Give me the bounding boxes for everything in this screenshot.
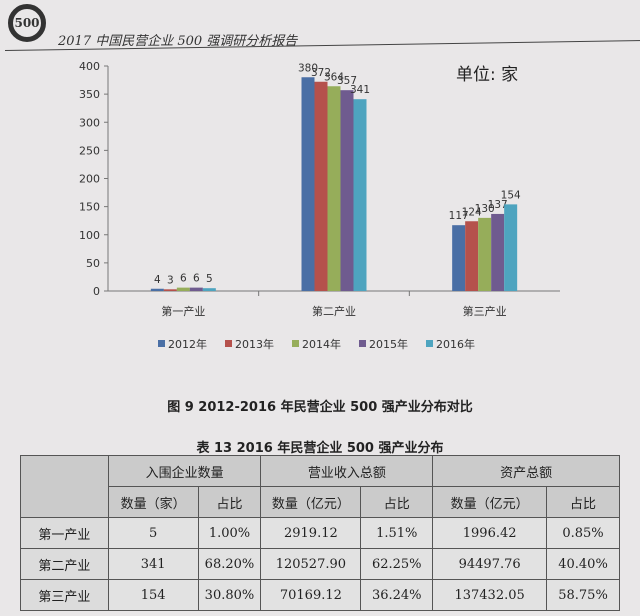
sub-header: 数量（亿元） (260, 486, 362, 518)
legend-label: 2012年 (168, 337, 207, 351)
legend-swatch (292, 340, 299, 347)
bar (150, 288, 164, 291)
bar (202, 288, 216, 291)
data-label: 117 (449, 210, 469, 222)
table-cell: 1.51% (360, 517, 434, 549)
table-cell: 40.40% (546, 548, 620, 580)
table-cell: 154 (107, 579, 199, 611)
legend-swatch (359, 340, 366, 347)
table-row: 第二产业 341 68.20% 120527.90 62.25% 94497.76 40.4… (20, 548, 620, 580)
legend-swatch (158, 340, 165, 347)
data-label: 372 (311, 67, 331, 79)
bar (301, 77, 315, 291)
data-label: 137 (488, 199, 508, 211)
table-cell: 70169.12 (260, 579, 362, 611)
figure-caption: 图 9 2012-2016 年民营企业 500 强产业分布对比 (167, 400, 473, 415)
legend-label: 2013年 (235, 337, 274, 351)
legend-swatch (225, 340, 232, 347)
legend-label: 2015年 (369, 337, 408, 351)
data-label: 4 (154, 274, 161, 286)
bar (452, 225, 466, 291)
bar (314, 81, 328, 291)
legend-swatch (426, 340, 433, 347)
data-label: 154 (501, 189, 521, 201)
sub-header: 占比 (546, 486, 620, 518)
table-group-header: 入围企业数量 营业收入总额 资产总额 (20, 455, 620, 518)
corner-cell (20, 455, 109, 518)
y-tick-label: 400 (79, 60, 100, 73)
table-cell: 36.24% (360, 579, 434, 611)
x-tick-label: 第一产业 (161, 304, 205, 318)
data-label: 364 (324, 71, 344, 83)
bar (327, 86, 341, 291)
data-label: 341 (350, 84, 370, 96)
group-header: 营业收入总额 (260, 455, 434, 487)
legend-label: 2014年 (302, 337, 341, 351)
y-tick-label: 150 (79, 201, 100, 214)
x-tick-label: 第二产业 (312, 304, 356, 318)
data-label: 130 (475, 203, 495, 215)
table-row: 第三产业 154 30.80% 70169.12 36.24% 137432.05 58.7… (20, 579, 620, 611)
bar (163, 289, 177, 291)
legend-label: 2016年 (436, 337, 475, 351)
x-tick-label: 第三产业 (463, 304, 507, 318)
bar (504, 204, 518, 291)
group-header: 资产总额 (432, 455, 620, 487)
row-label: 第一产业 (20, 517, 109, 549)
table-cell: 0.85% (546, 517, 620, 549)
bar (340, 90, 354, 291)
bar (189, 287, 203, 291)
y-tick-label: 200 (79, 173, 100, 186)
table-cell: 120527.90 (260, 548, 362, 580)
table-cell: 1996.42 (432, 517, 548, 549)
table-cell: 62.25% (360, 548, 434, 580)
data-label: 380 (298, 62, 318, 74)
bar (478, 217, 492, 291)
bar (465, 221, 479, 291)
table-cell: 137432.05 (432, 579, 548, 611)
data-label: 6 (193, 273, 200, 285)
sub-header: 数量（家） (107, 486, 199, 518)
y-tick-label: 100 (79, 229, 100, 242)
table-caption: 表 13 2016 年民营企业 500 强产业分布 (196, 441, 444, 456)
group-header: 入围企业数量 (107, 455, 262, 487)
row-label: 第二产业 (20, 548, 109, 580)
y-tick-label: 300 (79, 116, 100, 129)
table-cell: 68.20% (197, 548, 262, 580)
table-cell: 1.00% (197, 517, 262, 549)
data-label: 124 (462, 206, 482, 218)
table-cell: 94497.76 (432, 548, 548, 580)
y-tick-label: 350 (79, 88, 100, 101)
y-tick-label: 0 (93, 285, 100, 298)
table-cell: 5 (107, 517, 199, 549)
table-cell: 58.75% (546, 579, 620, 611)
sub-header: 数量（亿元） (432, 486, 548, 518)
industry-table: 入围企业数量 营业收入总额 资产总额 数量（家） 占比 数量（亿元） 占比 数量（亿元）… (20, 455, 620, 611)
bar (491, 213, 505, 291)
data-label: 5 (206, 273, 213, 285)
table-cell: 2919.12 (260, 517, 362, 549)
y-tick-label: 50 (86, 257, 100, 270)
data-label: 6 (180, 273, 187, 285)
table-cell: 341 (107, 548, 199, 580)
table-cell: 30.80% (197, 579, 262, 611)
row-label: 第三产业 (20, 579, 109, 611)
unit-label: 单位: 家 (456, 65, 519, 85)
data-label: 3 (167, 274, 174, 286)
report-logo: 500 (8, 4, 46, 42)
running-header: 2017 中国民营企业 500 强调研分析报告 (58, 34, 298, 49)
sub-header: 占比 (360, 486, 434, 518)
table-sub-header: 数量（家） 占比 数量（亿元） 占比 数量（亿元） 占比 (21, 486, 620, 518)
sub-header: 占比 (197, 486, 262, 518)
bar (176, 287, 190, 291)
y-tick-label: 250 (79, 144, 100, 157)
data-label: 357 (337, 75, 357, 87)
table-row: 第一产业 5 1.00% 2919.12 1.51% 1996.42 0.85% (20, 517, 620, 549)
bar (353, 99, 367, 291)
